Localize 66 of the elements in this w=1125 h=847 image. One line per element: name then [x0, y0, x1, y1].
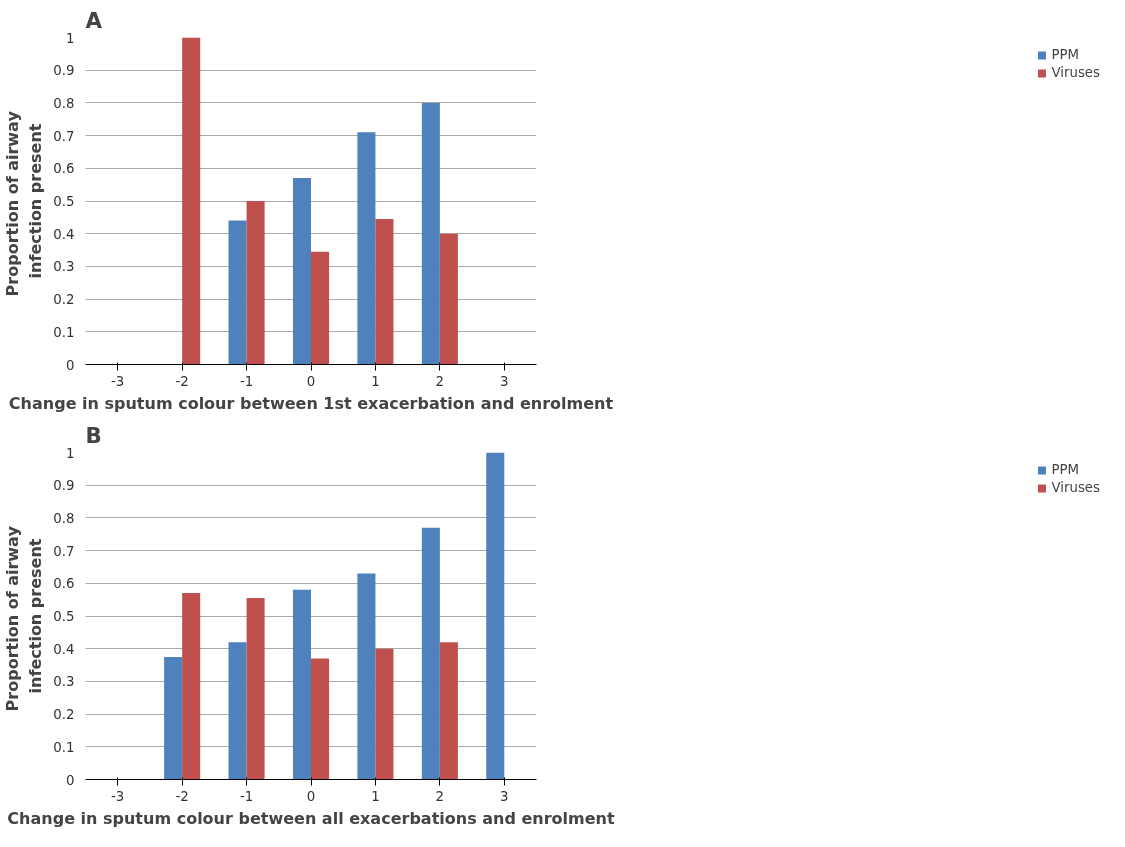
bar [357, 132, 376, 365]
x-tick-label: 3 [500, 788, 509, 804]
y-tick-label: 0 [66, 772, 75, 788]
x-tick-label: 0 [306, 788, 316, 804]
y-tick-label: 0.2 [53, 707, 75, 723]
bar [292, 178, 311, 365]
y-tick-label: 0.5 [53, 194, 75, 209]
y-tick-label: 1 [66, 445, 75, 461]
y-tick-label: 0.2 [53, 292, 75, 308]
legend-label: Viruses [1051, 65, 1100, 80]
x-tick-label: -3 [111, 373, 125, 389]
y-tick-label: 0.6 [53, 161, 75, 177]
y-tick-label: 0.9 [53, 63, 75, 79]
y-tick-label: 0.8 [53, 510, 75, 526]
x-tick-label: 2 [435, 788, 445, 804]
bar [311, 658, 330, 780]
legend-label: Viruses [1051, 480, 1100, 495]
y-tick-label: 1 [66, 30, 75, 46]
bar [164, 656, 183, 780]
y-tick-label: 0 [66, 357, 75, 373]
bar [375, 648, 394, 780]
x-axis-title: Change in sputum colour between all exacerbations and enrolment [7, 808, 615, 828]
bar [421, 102, 440, 365]
y-tick-label: 0.3 [53, 674, 75, 690]
chart-title: A [85, 7, 103, 33]
bar [311, 251, 330, 365]
bar [182, 593, 201, 780]
bar [292, 589, 311, 780]
bar [439, 642, 458, 780]
bar [421, 527, 440, 780]
bar [246, 598, 265, 780]
y-tick-label: 0.4 [53, 226, 75, 242]
x-tick-label: -3 [111, 788, 125, 804]
y-tick-label: 0.1 [53, 739, 75, 755]
y-tick-label: 0.1 [53, 324, 75, 340]
y-tick-label: 0.6 [53, 576, 75, 592]
legend-label: PPM [1051, 462, 1080, 477]
bar [228, 220, 247, 365]
y-tick-label: 0.7 [53, 128, 75, 144]
bar [228, 642, 247, 780]
bar [357, 573, 376, 780]
y-tick-label: 0.4 [53, 641, 75, 657]
y-axis-title: Proportion of airway infection present [3, 525, 46, 712]
x-tick-label: 3 [500, 373, 509, 389]
x-tick-label: -2 [175, 788, 189, 804]
x-tick-label: 2 [435, 373, 445, 389]
chart-title: B [85, 422, 102, 448]
x-axis-title: Change in sputum colour between 1st exacerbation and enrolment [8, 393, 614, 413]
y-axis-title: Proportion of airway infection present [3, 110, 46, 297]
bar [375, 218, 394, 365]
x-tick-label: 1 [371, 373, 380, 389]
legend-label: PPM [1051, 47, 1080, 62]
y-tick-label: 0.8 [53, 95, 75, 111]
bar [439, 233, 458, 365]
bar [486, 452, 505, 780]
x-tick-label: 1 [371, 788, 380, 804]
y-tick-label: 0.9 [53, 478, 75, 494]
bar [182, 37, 201, 365]
y-tick-label: 0.7 [53, 543, 75, 559]
x-tick-label: -1 [239, 788, 254, 804]
x-tick-label: -2 [175, 373, 189, 389]
x-tick-label: 0 [306, 373, 316, 389]
x-tick-label: -1 [239, 373, 254, 389]
y-tick-label: 0.5 [53, 609, 75, 624]
y-tick-label: 0.3 [53, 259, 75, 275]
bar [246, 201, 265, 365]
